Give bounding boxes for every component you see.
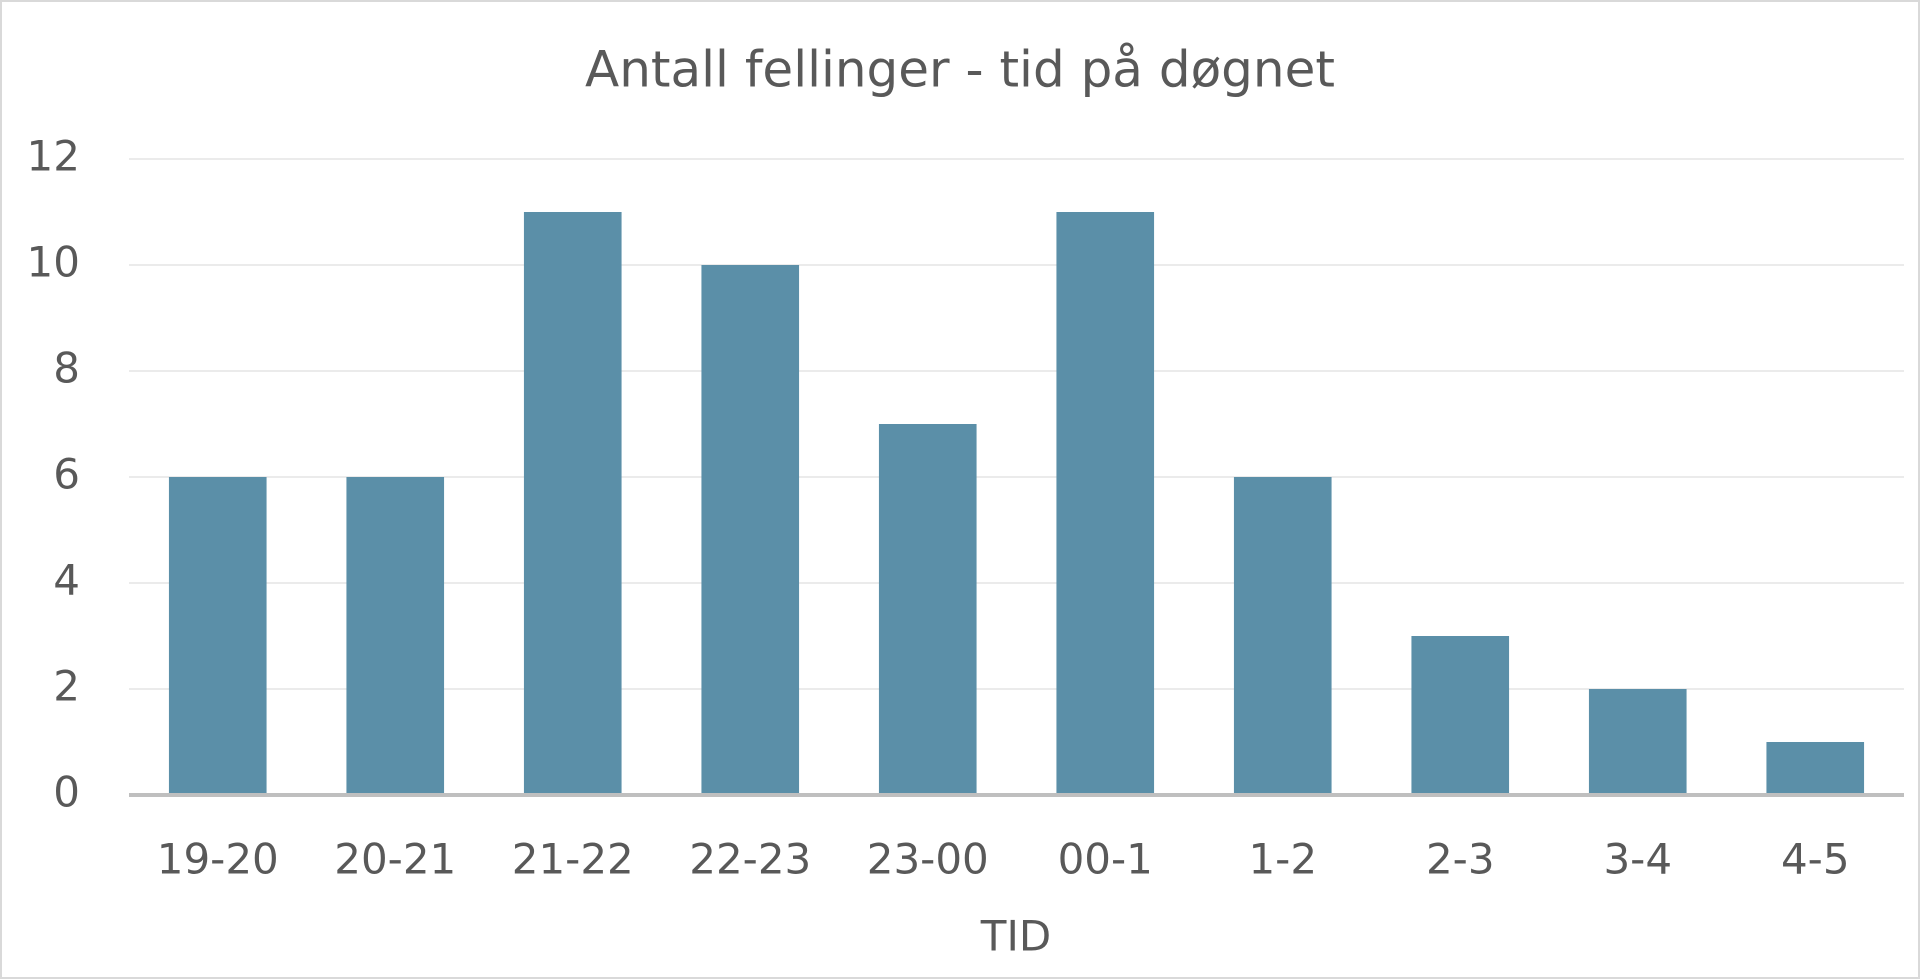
y-tick-label: 6 — [53, 450, 80, 499]
y-tick-label: 8 — [53, 344, 80, 393]
bar — [1056, 212, 1155, 795]
y-tick-label: 0 — [53, 768, 80, 817]
x-tick-label: 00-1 — [1058, 835, 1153, 884]
x-tick-label: 20-21 — [334, 835, 456, 884]
x-tick-label: 1-2 — [1248, 835, 1317, 884]
chart-title: Antall fellinger - tid på døgnet — [585, 41, 1335, 99]
bar — [168, 477, 267, 795]
bar — [1588, 689, 1687, 795]
x-tick-label: 19-20 — [157, 835, 279, 884]
y-tick-label: 4 — [53, 556, 80, 605]
x-tick-label: 3-4 — [1603, 835, 1672, 884]
y-tick-label: 12 — [27, 132, 80, 181]
bar — [878, 424, 977, 795]
x-tick-label: 21-22 — [512, 835, 634, 884]
y-tick-label: 10 — [27, 238, 80, 287]
bar — [701, 265, 800, 795]
y-tick-label: 2 — [53, 662, 80, 711]
x-tick-label: 22-23 — [689, 835, 811, 884]
bar — [346, 477, 445, 795]
x-axis-title: TID — [980, 912, 1051, 961]
x-tick-label: 23-00 — [867, 835, 989, 884]
bar — [1766, 742, 1865, 795]
bar — [1233, 477, 1332, 795]
x-tick-label: 2-3 — [1426, 835, 1495, 884]
x-tick-label: 4-5 — [1781, 835, 1850, 884]
bar — [1411, 636, 1510, 795]
bar — [523, 212, 622, 795]
